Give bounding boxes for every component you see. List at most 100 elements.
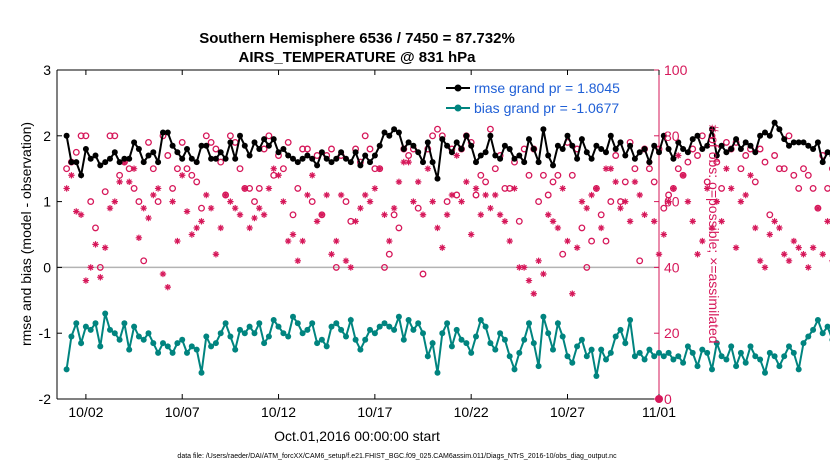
possible-obs-point: [578, 224, 586, 232]
bias-point: [323, 343, 330, 350]
possible-obs-point: [790, 171, 798, 179]
series-rmse: [63, 119, 830, 182]
assimilated-obs-point: [458, 198, 465, 205]
assimilated-obs-point: [270, 165, 277, 172]
bias-point: [63, 366, 70, 373]
bias-point: [689, 349, 696, 356]
y-tick-label-left: 3: [43, 62, 51, 78]
assimilated-obs-point: [819, 251, 826, 258]
bias-point: [810, 326, 817, 333]
assimilated-obs-point: [694, 251, 701, 258]
assimilated-obs-point: [708, 224, 716, 232]
rmse-point: [198, 142, 205, 149]
possible-obs-point: [96, 263, 104, 271]
possible-obs-point: [525, 171, 533, 179]
possible-obs-point: [255, 184, 263, 192]
assimilated-obs-point: [622, 198, 629, 205]
rmse-point: [482, 149, 489, 156]
bias-point: [333, 320, 340, 327]
bias-point: [357, 346, 364, 353]
assimilated-obs-point: [713, 198, 720, 205]
legend: rmse grand pr = 1.8045 bias grand pr = -…: [438, 78, 642, 120]
possible-obs-point: [87, 198, 95, 206]
assimilated-obs-point: [419, 211, 427, 218]
possible-obs-point: [164, 152, 172, 159]
rmse-point: [184, 146, 190, 152]
rmse-point: [116, 159, 123, 166]
rmse-point: [241, 142, 248, 149]
assimilated-obs-point: [260, 211, 268, 218]
assimilated-obs-point: [318, 211, 326, 218]
assimilated-obs-point: [626, 218, 634, 225]
rmse-point: [742, 139, 749, 146]
assimilated-obs-point: [723, 165, 730, 172]
x-tick-label: 10/17: [357, 404, 392, 420]
rmse-point: [665, 146, 672, 152]
rmse-point: [338, 149, 345, 156]
rmse-point: [516, 152, 523, 159]
bias-point: [174, 340, 181, 347]
y-tick-label-left: 1: [43, 194, 51, 210]
rmse-point: [535, 159, 542, 166]
assimilated-obs-point: [236, 211, 244, 218]
assimilated-obs-point: [790, 237, 798, 245]
rmse-point: [771, 119, 778, 126]
assimilated-obs-point: [198, 218, 205, 225]
bias-point: [458, 336, 465, 343]
rmse-point: [617, 139, 624, 146]
rmse-point: [689, 136, 696, 143]
bias-point: [424, 353, 431, 360]
assimilated-obs-point: [410, 198, 417, 205]
assimilated-obs-point: [169, 198, 176, 205]
rmse-point: [660, 132, 667, 139]
rmse-point: [569, 142, 576, 149]
assimilated-obs-point: [598, 224, 605, 232]
bias-point: [607, 349, 614, 356]
rmse-point: [521, 159, 528, 166]
assimilated-obs-point: [588, 191, 595, 199]
rmse-point: [477, 152, 484, 159]
assimilated-obs-point: [747, 172, 754, 179]
possible-obs-point: [135, 198, 143, 206]
assimilated-obs-point: [222, 191, 229, 199]
rmse-point: [612, 146, 619, 152]
assimilated-obs-point: [395, 178, 403, 186]
bias-point: [771, 353, 778, 360]
rmse-point: [246, 152, 253, 159]
assimilated-obs-point: [217, 224, 224, 232]
y-axis-label-right: # of obs: o=possible; ×=assimilated: [706, 124, 722, 343]
bias-point: [78, 340, 85, 347]
assimilated-obs-point: [87, 264, 94, 271]
bias-point: [68, 333, 75, 340]
rmse-point: [627, 142, 634, 149]
bias-point: [222, 320, 229, 327]
rmse-point: [400, 146, 407, 152]
assimilated-obs-point: [554, 224, 562, 232]
assimilated-obs-point: [376, 165, 383, 172]
possible-obs-point: [515, 217, 523, 225]
rmse-point: [386, 132, 393, 139]
bias-point: [135, 333, 142, 340]
possible-obs-point: [149, 165, 157, 173]
rmse-point: [275, 149, 282, 156]
possible-obs-point: [800, 165, 807, 173]
rmse-point: [819, 159, 826, 166]
rmse-point: [126, 155, 133, 162]
bias-point: [752, 353, 759, 360]
bias-point: [550, 346, 556, 353]
rmse-point: [212, 155, 219, 162]
rmse-point: [107, 155, 113, 162]
bias-point: [814, 317, 821, 323]
bias-point: [126, 346, 133, 353]
rmse-point: [790, 139, 797, 146]
bias-point: [184, 349, 190, 356]
rmse-point: [728, 146, 735, 152]
assimilated-obs-point: [781, 251, 788, 258]
possible-obs-point: [684, 158, 692, 166]
bias-point: [439, 330, 446, 337]
bias-point: [617, 326, 624, 333]
bias-point: [150, 340, 157, 347]
assimilated-obs-point: [501, 218, 509, 225]
assimilated-obs-point: [525, 277, 533, 284]
assimilated-obs-point: [246, 224, 253, 232]
